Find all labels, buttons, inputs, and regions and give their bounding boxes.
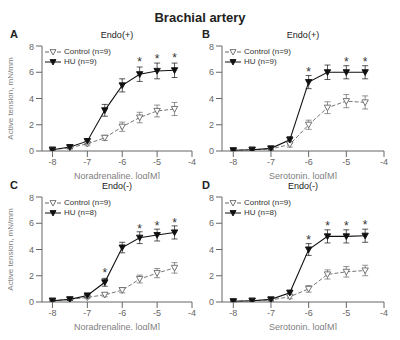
svg-text:-4: -4 [380,157,388,167]
svg-text:8: 8 [29,42,34,52]
svg-text:-8: -8 [48,308,56,318]
svg-text:-7: -7 [83,308,91,318]
html-text:Control (n=9): Control (n=9) [64,198,111,207]
html-text:Endo(-): Endo(-) [102,181,132,191]
svg-text:-4: -4 [188,157,196,167]
svg-text:-8: -8 [48,157,56,167]
svg-text:*: * [363,218,368,232]
svg-text:Active tension, mN/mm: Active tension, mN/mm [8,57,15,140]
svg-text:-5: -5 [153,308,161,318]
html-text:HU (n=8): HU (n=8) [64,208,97,217]
html-text:Brachial artery: Brachial artery [154,10,246,25]
svg-text:4: 4 [209,94,214,104]
html-text:A: A [10,28,18,40]
html-text:Control (n=9): Control (n=9) [244,47,291,56]
svg-text:*: * [155,219,160,233]
html-text:C: C [10,179,18,191]
svg-text:2: 2 [29,120,34,130]
svg-text:-6: -6 [118,308,126,318]
html-text:Control (n=9): Control (n=9) [64,47,111,56]
svg-text:-6: -6 [118,157,126,167]
svg-text:*: * [325,219,330,233]
svg-text:*: * [155,52,160,66]
svg-text:*: * [137,222,142,236]
svg-text:6: 6 [29,218,34,228]
svg-text:2: 2 [29,271,34,281]
svg-text:0: 0 [29,146,34,156]
svg-text:-5: -5 [153,157,161,167]
svg-text:0: 0 [209,297,214,307]
svg-text:4: 4 [209,245,214,255]
svg-text:*: * [172,51,177,65]
html-text:HU (n=8): HU (n=8) [244,208,277,217]
svg-text:8: 8 [29,193,34,203]
svg-text:*: * [102,266,107,280]
svg-text:-5: -5 [342,157,350,167]
html-text:HU (n=9): HU (n=9) [64,57,97,66]
svg-text:8: 8 [209,193,214,203]
svg-text:*: * [363,55,368,69]
svg-text:*: * [137,55,142,69]
html-text:B: B [202,28,210,40]
svg-text:Active tension, mN/mm: Active tension, mN/mm [8,208,15,291]
svg-text:-6: -6 [305,157,313,167]
svg-text:0: 0 [29,297,34,307]
svg-text:8: 8 [209,42,214,52]
svg-text:*: * [172,216,177,230]
svg-text:4: 4 [29,94,34,104]
svg-text:-4: -4 [188,308,196,318]
html-text:Control (n=9): Control (n=9) [244,198,291,207]
svg-text:-8: -8 [229,308,237,318]
svg-text:-4: -4 [380,308,388,318]
html-text:Endo(+): Endo(+) [100,30,134,40]
svg-text:2: 2 [209,120,214,130]
html-text:D: D [202,179,210,191]
html-text:HU (n=9): HU (n=9) [244,57,277,66]
svg-text:Serotonin, log[M]: Serotonin, log[M] [269,171,337,179]
svg-text:*: * [306,233,311,247]
svg-text:6: 6 [29,67,34,77]
svg-text:-7: -7 [267,157,275,167]
svg-text:Noradrenaline, log[M]: Noradrenaline, log[M] [74,171,160,179]
svg-text:*: * [344,219,349,233]
svg-text:*: * [306,65,311,79]
svg-text:-5: -5 [342,308,350,318]
svg-text:4: 4 [29,245,34,255]
svg-text:6: 6 [209,218,214,228]
svg-text:6: 6 [209,67,214,77]
svg-text:-6: -6 [305,308,313,318]
svg-text:-7: -7 [83,157,91,167]
svg-text:0: 0 [209,146,214,156]
svg-text:2: 2 [209,271,214,281]
svg-text:Serotonin, log[M]: Serotonin, log[M] [269,322,337,330]
svg-text:Noradrenaline, log[M]: Noradrenaline, log[M] [74,322,160,330]
svg-text:-7: -7 [267,308,275,318]
html-text:Endo(+): Endo(+) [286,30,320,40]
svg-text:-8: -8 [229,157,237,167]
svg-text:*: * [344,55,349,69]
html-text:Endo(-): Endo(-) [288,181,318,191]
